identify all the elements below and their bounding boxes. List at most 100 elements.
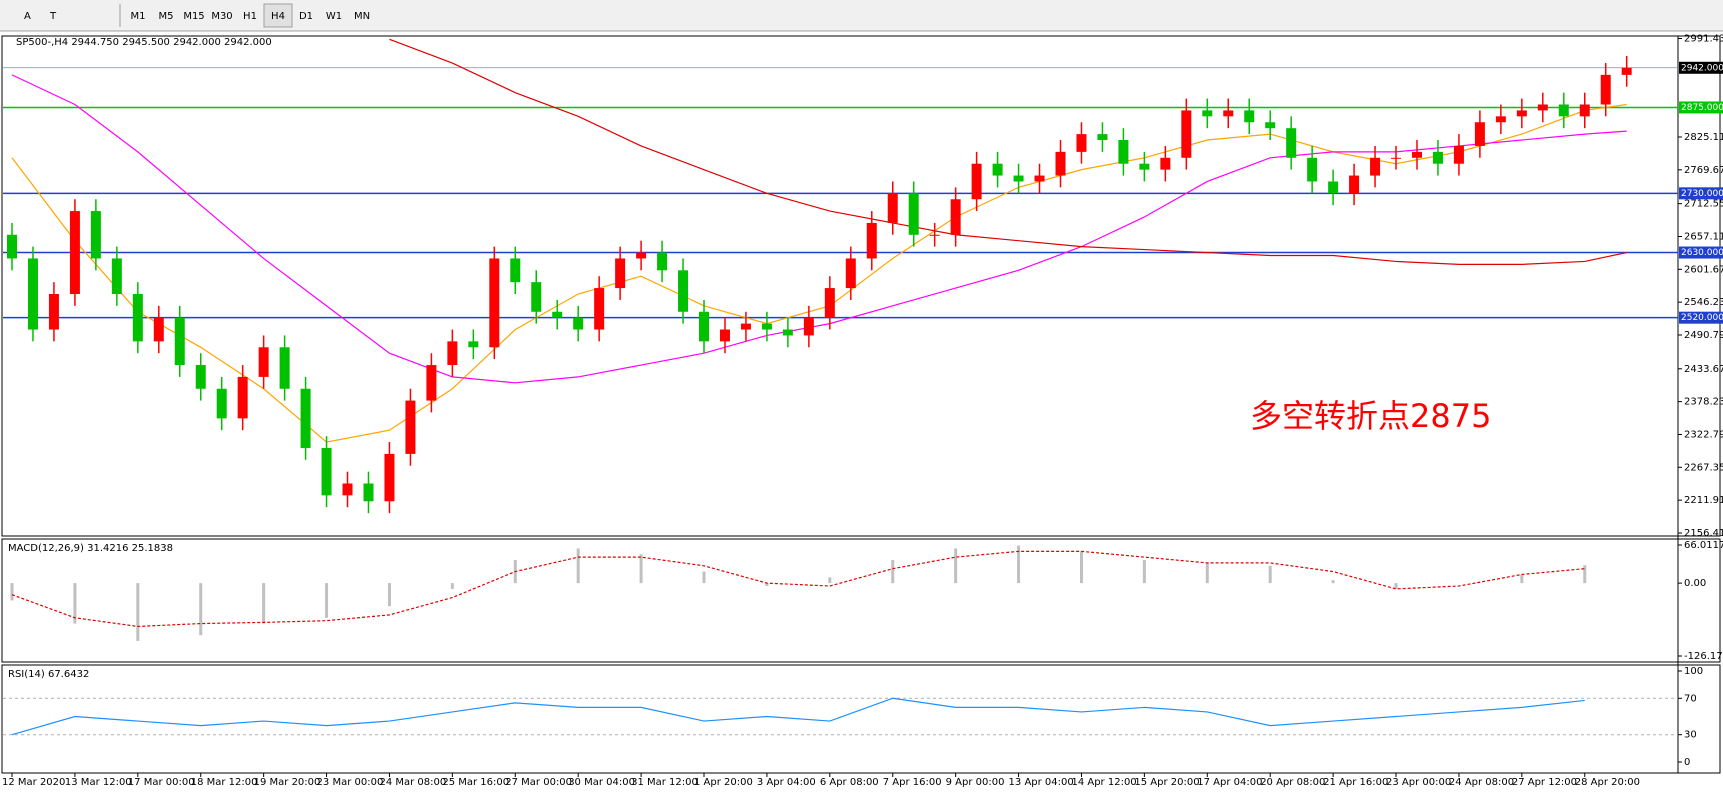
tool-button[interactable]: A xyxy=(24,11,31,22)
candle-body xyxy=(1391,157,1402,159)
candle-body xyxy=(552,311,563,318)
timeframe-button[interactable]: W1 xyxy=(326,11,342,22)
y-tick-label: 2601.670 xyxy=(1684,264,1723,275)
timeframe-button[interactable]: H1 xyxy=(243,11,257,22)
toolbar xyxy=(0,0,1723,31)
y-tick-label: 2322.790 xyxy=(1684,429,1723,440)
x-tick-label: 13 Apr 04:00 xyxy=(1009,777,1074,788)
candle-body xyxy=(1600,74,1611,105)
y-tick-label: 2211.910 xyxy=(1684,495,1723,506)
candle-body xyxy=(237,376,248,419)
candle-body xyxy=(761,323,772,330)
timeframe-button[interactable]: MN xyxy=(354,11,370,22)
candle-body xyxy=(782,329,793,336)
x-tick-label: 21 Apr 16:00 xyxy=(1323,777,1388,788)
candle-body xyxy=(908,193,919,235)
x-tick-label: 7 Apr 16:00 xyxy=(883,777,942,788)
macd-histogram xyxy=(199,583,203,636)
chart-header: SP500-,H4 2944.750 2945.500 2942.000 294… xyxy=(16,37,272,48)
candle-body xyxy=(405,400,416,454)
candle-body xyxy=(1265,122,1276,129)
x-tick-label: 23 Mar 00:00 xyxy=(317,777,384,788)
timeframe-button[interactable]: D1 xyxy=(299,11,313,22)
candle-body xyxy=(1495,116,1506,123)
y-tick-label: 70 xyxy=(1684,693,1697,704)
x-tick-label: 3 Apr 04:00 xyxy=(757,777,816,788)
rsi-panel xyxy=(1,664,1721,774)
moving-average xyxy=(11,74,1627,384)
macd-histogram xyxy=(891,560,895,584)
candle-body xyxy=(971,163,982,200)
x-tick-label: 24 Mar 08:00 xyxy=(379,777,446,788)
x-tick-label: 24 Apr 08:00 xyxy=(1449,777,1514,788)
candle-body xyxy=(69,211,80,294)
candle-body xyxy=(824,288,835,318)
macd-histogram xyxy=(136,583,140,641)
candle-body xyxy=(678,270,689,312)
candle-body xyxy=(615,258,626,289)
macd-histogram xyxy=(1268,565,1272,584)
macd-title: MACD(12,26,9) 31.4216 25.1838 xyxy=(8,543,173,554)
x-tick-label: 31 Mar 12:00 xyxy=(631,777,698,788)
x-tick-label: 27 Apr 12:00 xyxy=(1512,777,1577,788)
macd-histogram xyxy=(387,583,391,607)
candle-body xyxy=(950,199,961,235)
x-tick-label: 13 Mar 12:00 xyxy=(65,777,132,788)
macd-histogram xyxy=(1520,574,1524,584)
y-tick-label: -126.173 xyxy=(1684,651,1723,662)
candle-body xyxy=(887,193,898,223)
x-tick-label: 27 Mar 00:00 xyxy=(505,777,572,788)
candle-body xyxy=(1055,151,1066,176)
timeframe-button[interactable]: H4 xyxy=(271,11,285,22)
level-label: 2875.000 xyxy=(1681,103,1723,113)
candle-body xyxy=(1370,157,1381,176)
candle-body xyxy=(573,317,584,330)
candle-body xyxy=(719,329,730,342)
timeframe-button[interactable]: M30 xyxy=(211,11,232,22)
timeframe-button[interactable]: M1 xyxy=(131,11,146,22)
candle-body xyxy=(426,365,437,401)
candle-body xyxy=(195,365,206,389)
candle-body xyxy=(447,341,458,366)
level-tag xyxy=(1679,311,1723,324)
x-tick-label: 23 Apr 00:00 xyxy=(1386,777,1451,788)
candle-body xyxy=(1118,140,1129,164)
tool-button[interactable]: T xyxy=(49,11,57,22)
candle-body xyxy=(1432,151,1443,164)
candle-body xyxy=(845,258,856,289)
candle-body xyxy=(1139,163,1150,170)
candle-body xyxy=(300,388,311,448)
timeframe-button[interactable]: M15 xyxy=(183,11,204,22)
macd-signal xyxy=(11,550,1585,628)
candle-body xyxy=(803,317,814,336)
candle-body xyxy=(7,234,17,259)
active-timeframe xyxy=(263,3,293,28)
level-label: 2730.000 xyxy=(1681,189,1723,199)
macd-histogram xyxy=(262,583,266,624)
candle-body xyxy=(1286,128,1297,158)
x-tick-label: 9 Apr 00:00 xyxy=(946,777,1005,788)
candle-body xyxy=(132,293,143,342)
level-tag xyxy=(1679,187,1723,200)
candle-body xyxy=(1097,134,1108,141)
level-label: 2520.000 xyxy=(1681,313,1723,323)
y-tick-label: 2267.350 xyxy=(1684,462,1723,473)
y-tick-label: 66.0117 xyxy=(1684,540,1723,551)
annotation: 多空转折点2875 xyxy=(1250,397,1491,435)
candle-body xyxy=(929,234,940,236)
candle-body xyxy=(27,258,38,330)
rsi-title: RSI(14) 67.6432 xyxy=(8,669,89,680)
y-tick-label: 2433.670 xyxy=(1684,364,1723,375)
candle-body xyxy=(1474,122,1485,146)
x-tick-label: 30 Mar 04:00 xyxy=(568,777,635,788)
x-tick-label: 25 Mar 16:00 xyxy=(442,777,509,788)
candle-body xyxy=(594,288,605,330)
level-tag xyxy=(1679,101,1723,114)
x-tick-label: 17 Mar 00:00 xyxy=(128,777,195,788)
timeframe-button[interactable]: M5 xyxy=(159,11,174,22)
y-tick-label: 30 xyxy=(1684,730,1697,741)
y-tick-label: 2825.110 xyxy=(1684,132,1723,143)
macd-histogram xyxy=(1394,583,1398,589)
candle-body xyxy=(279,347,290,389)
